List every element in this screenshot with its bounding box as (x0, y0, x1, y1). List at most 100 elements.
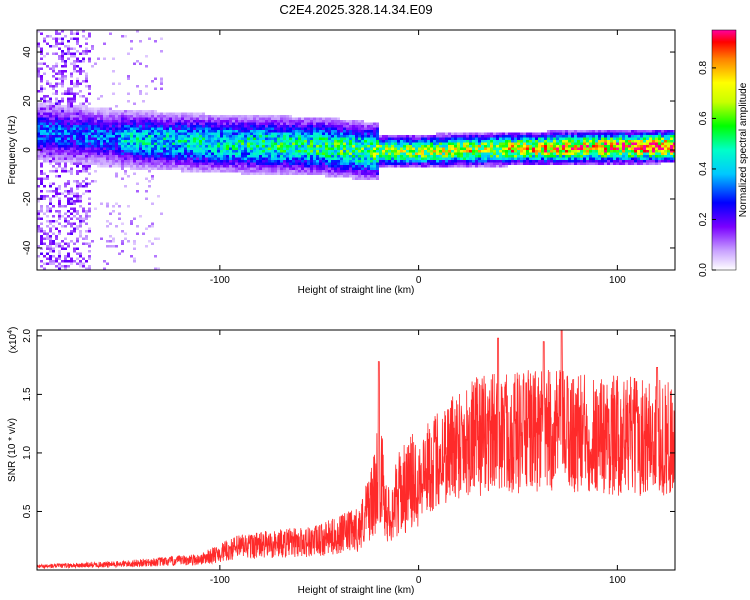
spectrogram-cell (61, 240, 64, 243)
spectrogram-cell (172, 147, 175, 150)
spectrogram-cell (265, 170, 268, 173)
spectrogram-cell (154, 157, 157, 160)
spectrogram-cell (283, 120, 286, 123)
spectrogram-cell (64, 225, 67, 228)
spectrogram-cell (58, 72, 61, 75)
spectrogram-cell (238, 122, 241, 125)
spectrogram-cell (583, 132, 586, 135)
spectrogram-cell (322, 130, 325, 133)
spectrogram-cell (169, 165, 172, 168)
spectrogram-cell (466, 142, 469, 145)
y-tick-label: -40 (22, 240, 33, 255)
spectrogram-cell (265, 160, 268, 163)
spectrogram-cell (229, 150, 232, 153)
spectrogram-cell (643, 147, 646, 150)
spectrogram-cell (88, 197, 91, 200)
spectrogram-cell (517, 135, 520, 138)
spectrogram-cell (505, 162, 508, 165)
spectrogram-cell (664, 130, 667, 133)
spectrogram-cell (472, 137, 475, 140)
spectrogram-cell (424, 162, 427, 165)
spectrogram-cell (667, 160, 670, 163)
spectrogram-cell (631, 157, 634, 160)
spectrogram-cell (82, 140, 85, 143)
spectrogram-cell (133, 257, 136, 260)
spectrogram-cell (61, 92, 64, 95)
spectrogram-cell (325, 170, 328, 173)
spectrogram-cell (184, 145, 187, 148)
spectrogram-cell (349, 122, 352, 125)
spectrogram-cell (622, 140, 625, 143)
spectrogram-cell (55, 227, 58, 230)
spectrogram-cell (529, 137, 532, 140)
spectrogram-cell (370, 160, 373, 163)
spectrogram-cell (121, 165, 124, 168)
spectrogram-cell (349, 157, 352, 160)
spectrogram-cell (85, 120, 88, 123)
spectrogram-cell (631, 145, 634, 148)
spectrogram-cell (205, 165, 208, 168)
spectrogram-cell (343, 137, 346, 140)
spectrogram-cell (247, 167, 250, 170)
spectrogram-cell (208, 125, 211, 128)
spectrogram-cell (232, 162, 235, 165)
spectrogram-cell (358, 147, 361, 150)
snr-panel: -100 0 100 0.51.01.52.0 Height of straight… (7, 327, 676, 596)
spectrogram-cell (358, 120, 361, 123)
spectrogram-cell (319, 165, 322, 168)
spectrogram-cell (295, 147, 298, 150)
spectrogram-cell (295, 125, 298, 128)
spectrogram-cell (76, 187, 79, 190)
spectrogram-cell (301, 162, 304, 165)
spectrogram-cell (280, 140, 283, 143)
spectrogram-cell (175, 167, 178, 170)
spectrogram-cell (121, 120, 124, 123)
spectrogram-cell (580, 130, 583, 133)
y-tick-label: 20 (22, 95, 33, 107)
spectrogram-cell (379, 137, 382, 140)
spectrogram-cell (286, 140, 289, 143)
spectrogram-cell (646, 130, 649, 133)
spectrogram-cell (115, 105, 118, 108)
spectrogram-cell (652, 140, 655, 143)
spectrogram-cell (79, 157, 82, 160)
spectrogram-cell (652, 142, 655, 145)
spectrogram-cell (439, 150, 442, 153)
spectrogram-cell (43, 147, 46, 150)
spectrogram-cell (64, 140, 67, 143)
spectrogram-cell (70, 140, 73, 143)
spectrogram-cell (37, 135, 40, 138)
spectrogram-cell (94, 145, 97, 148)
spectrogram-cell (139, 122, 142, 125)
spectrogram-cell (550, 145, 553, 148)
spectrogram-cell (205, 150, 208, 153)
snr-x-ticks: -100 0 100 (210, 330, 626, 586)
spectrogram-cell (334, 152, 337, 155)
spectrogram-cell (166, 122, 169, 125)
spectrogram-cell (550, 137, 553, 140)
spectrogram-cell (70, 152, 73, 155)
spectrogram-cell (61, 245, 64, 248)
spectrogram-cell (91, 107, 94, 110)
spectrogram-cell (490, 157, 493, 160)
spectrogram-cell (604, 155, 607, 158)
spectrogram-cell (328, 170, 331, 173)
spectrogram-cell (52, 165, 55, 168)
spectrogram-cell (250, 160, 253, 163)
spectrogram-cell (262, 132, 265, 135)
spectrogram-cell (325, 130, 328, 133)
spectrogram-cell (118, 140, 121, 143)
spectrogram-cell (325, 152, 328, 155)
spectrogram-cell (151, 135, 154, 138)
spectrogram-cell (637, 140, 640, 143)
spectrogram-cell (286, 157, 289, 160)
spectrogram-cell (628, 137, 631, 140)
spectrogram-cell (502, 137, 505, 140)
spectrogram-cell (97, 97, 100, 100)
spectrogram-cell (289, 127, 292, 130)
spectrogram-cell (250, 132, 253, 135)
spectrogram-cell (202, 145, 205, 148)
spectrogram-cell (79, 217, 82, 220)
spectrogram-cell (658, 152, 661, 155)
spectrogram-cell (91, 135, 94, 138)
